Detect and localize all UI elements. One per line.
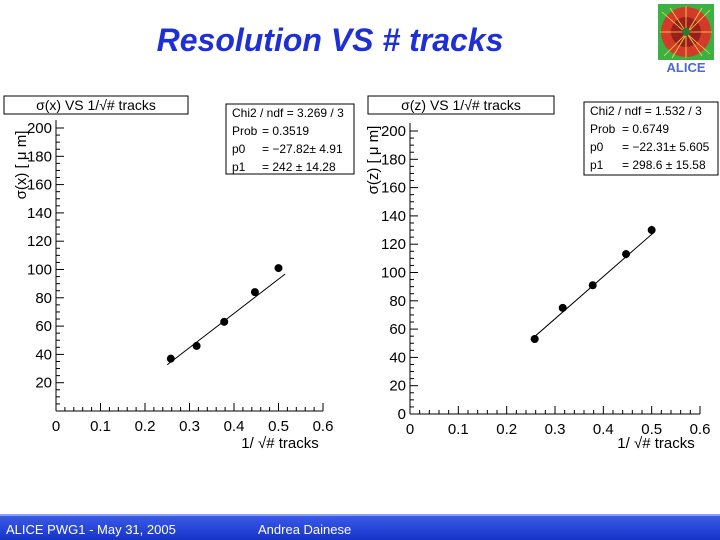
y-tick-label: 120 <box>381 236 406 253</box>
stats-label: p0 <box>232 142 246 156</box>
stats-label: Chi2 / ndf = 3.269 / 3 <box>232 106 344 120</box>
x-tick-label: 0.6 <box>690 421 711 438</box>
axes: 0 0.1 0.2 0.3 0.4 0.5 0.6 0 20 40 60 80 100 120 140 160… <box>381 123 710 438</box>
stats-value: = −27.82± 4.91 <box>262 142 343 156</box>
y-axis-label: σ(z) [ μ m] <box>365 126 382 195</box>
alice-logo-icon: ALICE <box>658 4 714 74</box>
data-point <box>274 264 283 273</box>
data-points <box>530 225 656 344</box>
stats-box <box>225 103 355 175</box>
data-point <box>192 341 201 350</box>
stats-box <box>583 101 719 176</box>
y-tick-label: 80 <box>389 293 406 310</box>
y-tick-label: 100 <box>381 265 406 282</box>
y-tick-label: 80 <box>35 290 52 307</box>
x-tick-label: 0 <box>52 418 60 435</box>
y-axis-label: σ(x) [ μ m] <box>13 131 30 200</box>
x-tick-label: 0.6 <box>313 418 334 435</box>
x-tick-label: 0.5 <box>268 418 289 435</box>
chart-panel-sigma-z: σ(z) VS 1/√# tracks Chi2 / ndf = 1.532 /… <box>365 95 719 452</box>
y-tick-label: 140 <box>381 208 406 225</box>
chart-title: σ(x) VS 1/√# tracks <box>36 97 156 113</box>
chart-title-box <box>367 95 555 115</box>
x-tick-label: 0.5 <box>641 421 662 438</box>
y-tick-label: 200 <box>381 123 406 140</box>
y-tick-label: 40 <box>389 349 406 366</box>
x-tick-label: 0.4 <box>224 418 245 435</box>
stats-value: = 0.3519 <box>262 124 309 138</box>
stats-lines: Chi2 / ndf = 1.532 / 3 Prob = 0.6749 p0 = −2… <box>590 104 710 172</box>
stats-value: = 298.6 ± 15.58 <box>622 158 706 172</box>
stats-label: Prob <box>232 124 258 138</box>
chart-title: σ(z) VS 1/√# tracks <box>401 97 521 113</box>
y-tick-label: 20 <box>35 375 52 392</box>
y-tick-label: 160 <box>381 180 406 197</box>
y-tick-label: 180 <box>27 148 52 165</box>
stats-label: Chi2 / ndf = 1.532 / 3 <box>590 104 702 118</box>
stats-value: = −22.31± 5.605 <box>622 140 710 154</box>
stats-label: p0 <box>590 140 604 154</box>
data-point <box>530 335 539 344</box>
footer-bar: ALICE PWG1 - May 31, 2005 Andrea Dainese <box>0 514 720 540</box>
y-tick-label: 40 <box>35 346 52 363</box>
y-tick-label: 0 <box>398 406 406 423</box>
y-tick-label: 60 <box>35 318 52 335</box>
x-tick-label: 0.1 <box>448 421 469 438</box>
x-tick-label: 0.1 <box>90 418 111 435</box>
data-point <box>622 250 631 259</box>
x-tick-label: 0.4 <box>593 421 614 438</box>
y-tick-label: 200 <box>27 120 52 137</box>
data-point <box>558 303 567 312</box>
x-axis-label: 1/ √# tracks <box>241 435 318 452</box>
data-point <box>250 288 259 297</box>
stats-value: = 0.6749 <box>622 122 669 136</box>
axes: 0 0.1 0.2 0.3 0.4 0.5 0.6 20 40 60 80 100 120 140 160 1… <box>27 120 333 435</box>
data-points <box>166 264 283 363</box>
y-tick-label: 100 <box>27 262 52 279</box>
data-point <box>220 317 229 326</box>
x-tick-label: 0.3 <box>545 421 566 438</box>
stats-label: Prob <box>590 122 616 136</box>
x-tick-label: 0.2 <box>496 421 517 438</box>
stats-label: p1 <box>232 160 246 174</box>
y-tick-label: 180 <box>381 151 406 168</box>
x-tick-label: 0.2 <box>135 418 156 435</box>
y-tick-label: 160 <box>27 177 52 194</box>
x-axis-label: 1/ √# tracks <box>617 435 694 452</box>
y-tick-label: 120 <box>27 233 52 250</box>
slide-title: Resolution VS # tracks <box>156 22 504 58</box>
stats-label: p1 <box>590 158 604 172</box>
chart-panel-sigma-x: σ(x) VS 1/√# tracks Chi2 / ndf = 3.269 /… <box>3 95 355 452</box>
chart-title-box <box>3 95 189 115</box>
stats-lines: Chi2 / ndf = 3.269 / 3 Prob = 0.3519 p0 = −2… <box>232 106 344 174</box>
data-point <box>647 226 656 235</box>
stats-value: = 242 ± 14.28 <box>262 160 336 174</box>
data-point <box>588 281 597 290</box>
y-tick-label: 20 <box>389 378 406 395</box>
svg-text:ALICE: ALICE <box>667 60 706 74</box>
plots-canvas: σ(x) VS 1/√# tracks Chi2 / ndf = 3.269 /… <box>3 95 719 452</box>
footer-date: ALICE PWG1 - May 31, 2005 <box>6 522 176 537</box>
y-tick-label: 140 <box>27 205 52 222</box>
footer-author: Andrea Dainese <box>258 522 352 537</box>
x-tick-label: 0 <box>406 421 414 438</box>
x-tick-label: 0.3 <box>179 418 200 435</box>
y-tick-label: 60 <box>389 321 406 338</box>
data-point <box>166 354 175 363</box>
